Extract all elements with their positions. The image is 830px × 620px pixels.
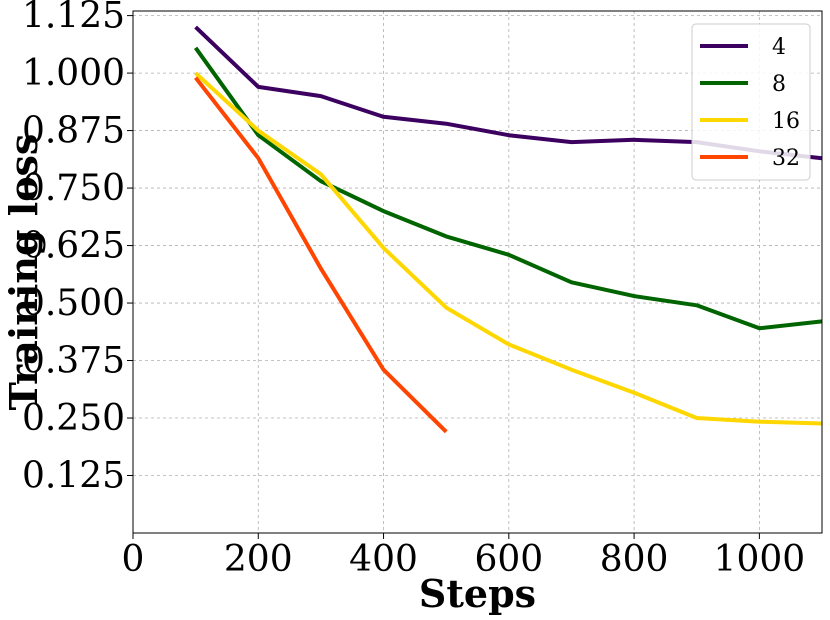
- x-axis-ticks: 0 200 400 600 800 1000: [122, 533, 806, 580]
- y-tick-label: 0.125: [22, 456, 125, 497]
- y-tick-label: 0.875: [22, 111, 125, 152]
- grid: [133, 11, 822, 533]
- x-tick-label: 800: [600, 539, 669, 580]
- legend-label-8: 8: [772, 72, 786, 97]
- y-axis-title: Training loss: [1, 134, 46, 411]
- x-axis-title: Steps: [419, 571, 536, 616]
- legend-label-16: 16: [772, 109, 800, 134]
- y-tick-label: 0.625: [22, 226, 125, 267]
- x-tick-label: 600: [474, 539, 543, 580]
- series-line-8: [193, 46, 822, 331]
- legend-label-4: 4: [772, 35, 786, 60]
- series-line-32: [194, 76, 448, 434]
- legend-label-32: 32: [772, 146, 800, 171]
- y-axis-ticks: 0.125 0.250 0.375 0.500 0.625 0.750 0.875 1.000…: [22, 0, 133, 497]
- legend: 4 8 16 32: [691, 23, 811, 181]
- y-tick-label: 0.500: [22, 283, 125, 324]
- y-tick-label: 0.750: [22, 168, 125, 209]
- x-tick-label: 1000: [714, 539, 806, 580]
- legend-box: [691, 23, 811, 181]
- x-tick-label: 0: [122, 539, 145, 580]
- y-tick-label: 0.375: [22, 341, 125, 382]
- y-tick-label: 0.250: [22, 398, 125, 439]
- y-tick-label: 1.000: [22, 53, 125, 94]
- plot-frame: [132, 10, 823, 534]
- series-line-16: [194, 71, 822, 426]
- y-tick-label: 1.125: [22, 0, 125, 37]
- x-tick-label: 200: [224, 539, 293, 580]
- x-tick-label: 400: [349, 539, 418, 580]
